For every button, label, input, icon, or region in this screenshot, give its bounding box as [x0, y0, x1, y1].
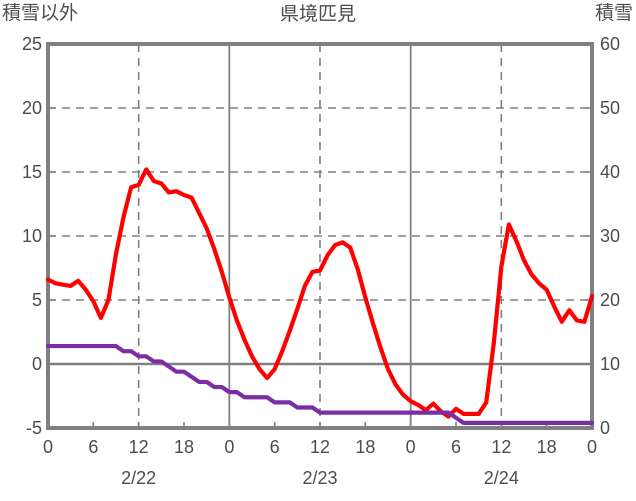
x-axis-tick-label: 18 [355, 437, 376, 457]
series-line-purple [45, 343, 595, 425]
x-axis-tick-label: 0 [224, 437, 235, 457]
y-axis-left-tick-label: 25 [21, 34, 42, 54]
x-axis-tick-label: 18 [536, 437, 557, 457]
y-axis-right-tick-label: 0 [600, 418, 611, 438]
y-axis-right-tick-label: 10 [600, 354, 621, 374]
x-axis-tick-label: 6 [450, 437, 461, 457]
x-axis-tick-label: 0 [405, 437, 416, 457]
data-series-layer [45, 167, 595, 425]
x-axis-day-label: 2/22 [121, 468, 157, 488]
series-line-red [45, 167, 595, 419]
y-axis-right-tick-label: 30 [600, 226, 621, 246]
y-axis-right-tick-label: 40 [600, 162, 621, 182]
y-axis-right-tick-label: 60 [600, 34, 621, 54]
x-axis-day-label: 2/24 [483, 468, 519, 488]
right-axis-title: 積雪 [594, 3, 633, 24]
x-axis-tick-label: 0 [42, 437, 53, 457]
y-axis-right-tick-label: 50 [600, 98, 621, 118]
gridlines [48, 44, 592, 428]
y-axis-left-tick-label: -5 [25, 418, 42, 438]
axis-ticks [47, 107, 593, 428]
x-axis-tick-label: 0 [586, 437, 597, 457]
x-axis-tick-label: 6 [269, 437, 280, 457]
x-axis-tick-label: 18 [173, 437, 195, 457]
x-axis-tick-label: 6 [88, 437, 99, 457]
x-axis-tick-label: 12 [491, 437, 512, 457]
x-axis-day-label: 2/23 [302, 468, 338, 488]
chart-title: 県境匹見 [279, 4, 356, 25]
y-axis-right-tick-label: 20 [600, 290, 621, 310]
y-axis-left-tick-label: 0 [31, 354, 42, 374]
y-axis-left-tick-label: 5 [31, 290, 42, 310]
y-axis-left-tick-label: 10 [21, 226, 42, 246]
y-axis-left-tick-label: 15 [21, 162, 42, 182]
y-axis-left-tick-label: 20 [21, 98, 42, 118]
x-axis-tick-label: 12 [128, 437, 149, 457]
left-axis-title: 積雪以外 [2, 3, 79, 24]
x-axis-tick-label: 12 [309, 437, 331, 457]
